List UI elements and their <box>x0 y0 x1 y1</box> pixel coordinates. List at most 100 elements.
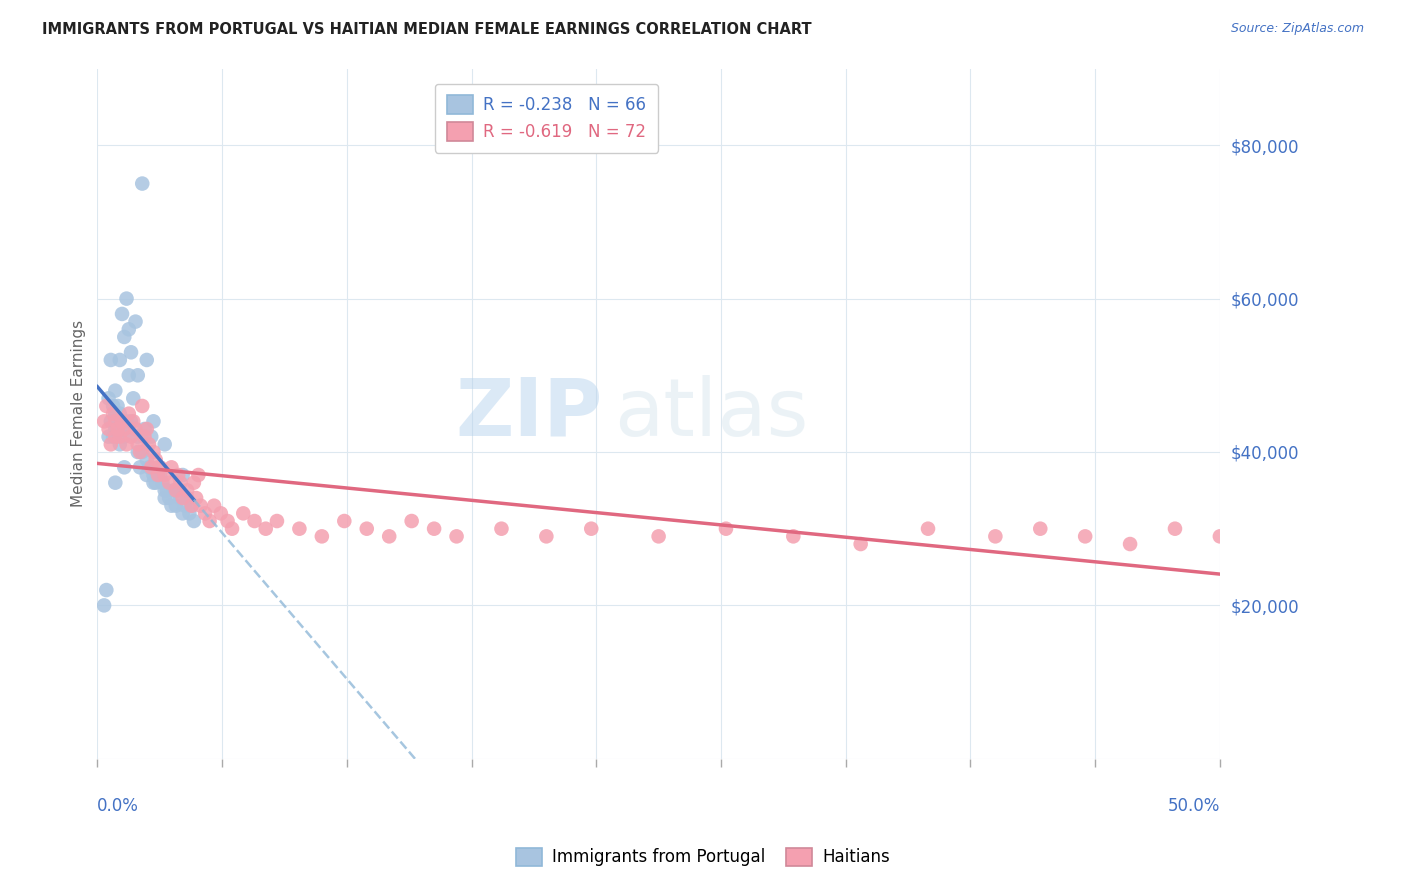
Point <box>129 445 152 459</box>
Point <box>118 407 141 421</box>
Point <box>581 522 603 536</box>
Point <box>97 430 120 444</box>
Point <box>142 475 165 490</box>
Point <box>984 529 1007 543</box>
Point <box>120 345 142 359</box>
Point <box>127 430 149 444</box>
Y-axis label: Median Female Earnings: Median Female Earnings <box>72 320 86 508</box>
Point <box>146 468 169 483</box>
Text: 0.0%: 0.0% <box>97 797 139 814</box>
Point <box>153 483 176 498</box>
Point <box>107 399 129 413</box>
Point <box>1074 529 1097 543</box>
Point <box>108 407 131 421</box>
Point <box>184 491 207 505</box>
Point <box>194 507 217 521</box>
Point <box>101 407 124 421</box>
Point <box>356 522 378 536</box>
Point <box>131 177 153 191</box>
Point <box>104 475 127 490</box>
Point <box>104 384 127 398</box>
Point <box>1029 522 1052 536</box>
Point <box>131 399 153 413</box>
Point <box>180 499 202 513</box>
Point <box>111 422 134 436</box>
Text: Source: ZipAtlas.com: Source: ZipAtlas.com <box>1230 22 1364 36</box>
Point <box>120 414 142 428</box>
Point <box>311 529 333 543</box>
Point <box>198 514 221 528</box>
Point <box>135 452 157 467</box>
Point <box>423 522 446 536</box>
Point <box>288 522 311 536</box>
Point <box>172 507 194 521</box>
Point <box>108 430 131 444</box>
Point <box>149 460 172 475</box>
Point <box>96 399 118 413</box>
Point <box>111 307 134 321</box>
Point <box>160 499 183 513</box>
Legend: Immigrants from Portugal, Haitians: Immigrants from Portugal, Haitians <box>509 841 897 873</box>
Point <box>149 468 172 483</box>
Point <box>190 499 212 513</box>
Point <box>118 322 141 336</box>
Point <box>172 491 194 505</box>
Point <box>167 483 190 498</box>
Point <box>112 460 135 475</box>
Point <box>202 499 225 513</box>
Point <box>142 445 165 459</box>
Text: ZIP: ZIP <box>456 375 603 452</box>
Point <box>129 460 152 475</box>
Point <box>378 529 401 543</box>
Point <box>165 499 187 513</box>
Point <box>217 514 239 528</box>
Point <box>176 483 198 498</box>
Point <box>112 330 135 344</box>
Point <box>917 522 939 536</box>
Point <box>169 491 191 505</box>
Point <box>101 430 124 444</box>
Point <box>96 582 118 597</box>
Point <box>254 522 277 536</box>
Point <box>446 529 468 543</box>
Point <box>111 414 134 428</box>
Point <box>153 437 176 451</box>
Point <box>714 522 737 536</box>
Point <box>169 475 191 490</box>
Point <box>174 499 197 513</box>
Point <box>97 422 120 436</box>
Point <box>849 537 872 551</box>
Point <box>100 414 122 428</box>
Point <box>107 422 129 436</box>
Point <box>122 414 145 428</box>
Point <box>1164 522 1187 536</box>
Point <box>183 514 205 528</box>
Point <box>491 522 513 536</box>
Text: atlas: atlas <box>613 375 808 452</box>
Point <box>152 475 174 490</box>
Point <box>127 368 149 383</box>
Point <box>1209 529 1232 543</box>
Point <box>135 468 157 483</box>
Point <box>647 529 669 543</box>
Point <box>401 514 423 528</box>
Point <box>104 422 127 436</box>
Point <box>1119 537 1142 551</box>
Point <box>221 522 243 536</box>
Point <box>146 460 169 475</box>
Point <box>127 445 149 459</box>
Point <box>112 430 135 444</box>
Point <box>134 422 156 436</box>
Point <box>145 475 167 490</box>
Point <box>141 460 163 475</box>
Point <box>138 460 160 475</box>
Point <box>187 468 209 483</box>
Point <box>120 430 142 444</box>
Point <box>536 529 558 543</box>
Point <box>107 414 129 428</box>
Point <box>115 292 138 306</box>
Point <box>104 407 127 421</box>
Point <box>145 452 167 467</box>
Point <box>118 368 141 383</box>
Point <box>176 491 198 505</box>
